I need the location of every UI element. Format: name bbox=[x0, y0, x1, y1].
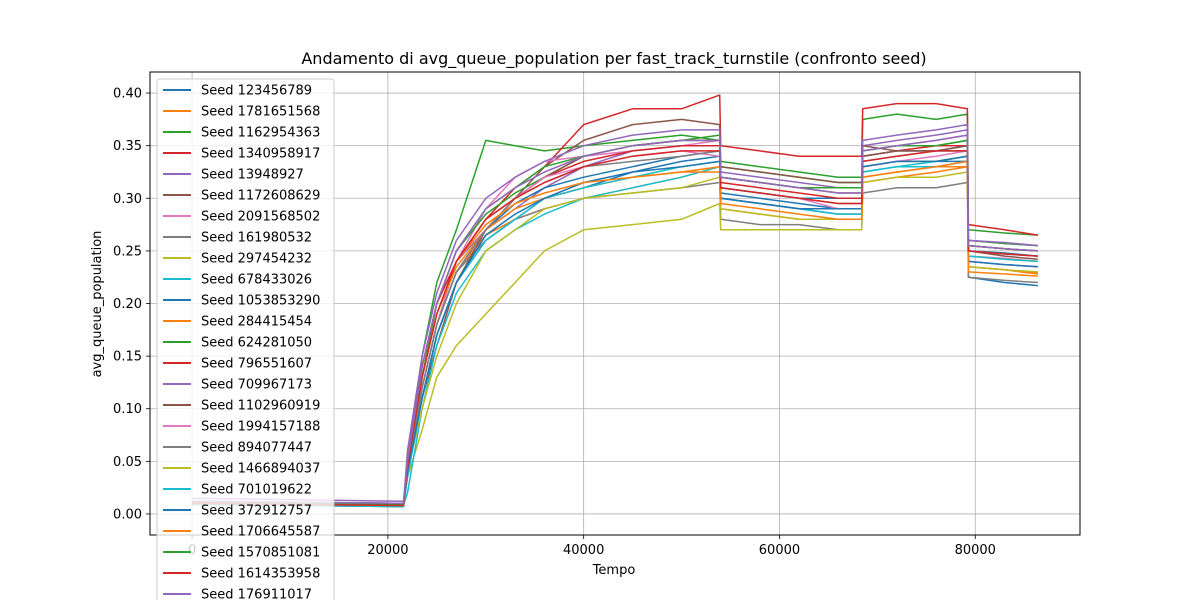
legend-label: Seed 123456789 bbox=[201, 84, 312, 99]
x-tick-label: 60000 bbox=[759, 543, 800, 558]
legend-label: Seed 624281050 bbox=[201, 336, 312, 351]
legend-label: Seed 297454232 bbox=[201, 252, 312, 267]
legend-label: Seed 161980532 bbox=[201, 231, 312, 246]
legend-label: Seed 678433026 bbox=[201, 273, 312, 288]
y-tick-label: 0.30 bbox=[113, 192, 142, 207]
legend-label: Seed 1102960919 bbox=[201, 399, 320, 414]
legend-label: Seed 372912757 bbox=[201, 504, 312, 519]
legend-label: Seed 2091568502 bbox=[201, 210, 320, 225]
legend-label: Seed 1706645587 bbox=[201, 525, 320, 540]
legend-label: Seed 1570851081 bbox=[201, 546, 320, 561]
series-line-25 bbox=[192, 134, 1038, 505]
legend-label: Seed 1614353958 bbox=[201, 567, 320, 582]
y-tick-label: 0.00 bbox=[113, 507, 142, 522]
legend: Seed 123456789 Seed 1781651568 Seed 116295… bbox=[156, 78, 335, 600]
y-axis: 0.00 0.05 0.10 0.15 0.20 0.25 0.30 0.35 0.40 bbox=[113, 87, 150, 522]
series-line-15 bbox=[192, 123, 1038, 505]
y-tick-label: 0.15 bbox=[113, 350, 142, 365]
legend-label: Seed 796551607 bbox=[201, 357, 312, 372]
legend-label: Seed 1340958917 bbox=[201, 147, 320, 162]
x-axis-label: Tempo bbox=[592, 563, 636, 578]
x-tick-label: 40000 bbox=[563, 543, 604, 558]
legend-label: Seed 709967173 bbox=[201, 378, 312, 393]
legend-label: Seed 1053853290 bbox=[201, 294, 320, 309]
legend-label: Seed 894077447 bbox=[201, 441, 312, 456]
legend-label: Seed 1172608629 bbox=[201, 189, 320, 204]
y-tick-label: 0.25 bbox=[113, 244, 142, 259]
legend-label: Seed 1994157188 bbox=[201, 420, 320, 435]
y-axis-label: avg_queue_population bbox=[90, 231, 105, 378]
x-tick-label: 20000 bbox=[367, 543, 408, 558]
y-tick-label: 0.35 bbox=[113, 139, 142, 154]
legend-box bbox=[156, 78, 335, 600]
legend-label: Seed 1162954363 bbox=[201, 126, 320, 141]
y-tick-label: 0.10 bbox=[113, 402, 142, 417]
legend-label: Seed 13948927 bbox=[201, 168, 304, 183]
legend-label: Seed 1466894037 bbox=[201, 462, 320, 477]
x-tick-label: 80000 bbox=[955, 543, 996, 558]
y-tick-label: 0.05 bbox=[113, 455, 142, 470]
legend-label: Seed 284415454 bbox=[201, 315, 312, 330]
chart-title: Andamento di avg_queue_population per fa… bbox=[301, 49, 926, 69]
legend-label: Seed 701019622 bbox=[201, 483, 312, 498]
legend-label: Seed 1781651568 bbox=[201, 105, 320, 120]
y-tick-label: 0.20 bbox=[113, 297, 142, 312]
y-tick-label: 0.40 bbox=[113, 87, 142, 102]
legend-label: Seed 176911017 bbox=[201, 588, 312, 600]
series-lines bbox=[192, 94, 1039, 508]
